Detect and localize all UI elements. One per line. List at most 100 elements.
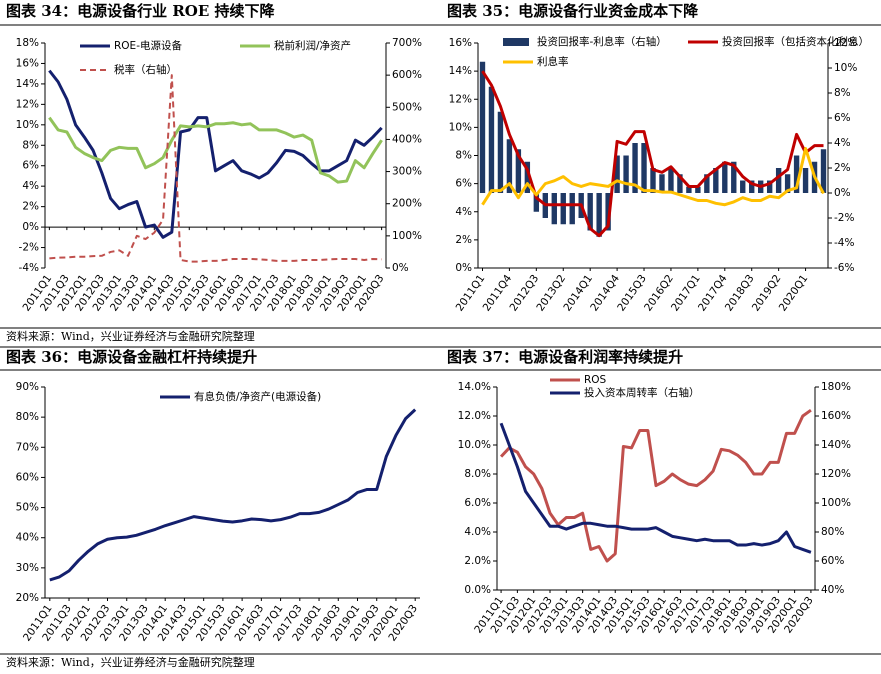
bar <box>793 155 800 193</box>
bar <box>650 168 656 193</box>
y-tick-label: 12.0% <box>458 410 491 422</box>
bar <box>749 180 755 193</box>
bar <box>488 86 495 193</box>
y2-tick-label: 60% <box>821 555 844 567</box>
y2-tick-label: 300% <box>392 166 422 178</box>
y-tick-label: 10% <box>449 121 472 133</box>
chart-title: 图表 36：电源设备金融杠杆持续提升 <box>6 348 257 366</box>
bar <box>524 161 531 193</box>
bar <box>497 111 504 193</box>
y-tick-label: 40% <box>16 532 39 544</box>
y-tick-label: 10% <box>16 119 39 131</box>
y-tick-label: 50% <box>16 502 39 514</box>
y-tick-label: 20% <box>16 592 39 604</box>
y-tick-label: 10.0% <box>458 439 491 451</box>
y-tick-label: 6% <box>455 178 472 190</box>
y2-tick-label: 180% <box>821 381 851 393</box>
y2-tick-label: 100% <box>821 497 851 509</box>
bar <box>722 161 728 193</box>
bar <box>713 168 719 193</box>
y-tick-label: 18% <box>16 37 39 49</box>
y2-tick-label: 120% <box>821 468 851 480</box>
line-series <box>48 116 383 184</box>
y2-tick-label: 0% <box>834 187 851 199</box>
y2-tick-label: 12% <box>834 37 857 49</box>
line-series <box>49 408 417 582</box>
legend-label: ROS <box>584 374 607 386</box>
y-tick-label: 6.0% <box>464 497 491 509</box>
y-tick-label: 4.0% <box>464 526 491 538</box>
bar <box>623 155 629 193</box>
y-tick-label: 4% <box>22 180 39 192</box>
y2-tick-label: 200% <box>392 198 422 210</box>
bar <box>641 143 647 193</box>
y2-tick-label: 10% <box>834 62 857 74</box>
y-tick-label: 14.0% <box>458 381 491 393</box>
legend-swatch <box>503 38 529 46</box>
legend-label: 税率（右轴） <box>114 63 177 76</box>
y-tick-label: 0% <box>22 221 39 233</box>
legend-label: 投资回报率-利息率（右轴） <box>537 35 667 48</box>
y2-tick-label: 8% <box>834 87 851 99</box>
y-tick-label: 30% <box>16 562 39 574</box>
bar <box>614 155 620 193</box>
y2-tick-label: -6% <box>834 262 854 274</box>
y2-tick-label: 80% <box>821 526 844 538</box>
bar <box>695 186 701 193</box>
legend-label: 投资回报率（包括资本化利息） <box>722 35 869 48</box>
bar <box>551 193 557 225</box>
y2-tick-label: 140% <box>821 439 851 451</box>
chart-title: 图表 35：电源设备行业资金成本下降 <box>447 2 699 20</box>
y2-tick-label: 2% <box>834 162 851 174</box>
legend-label: 有息负债/净资产(电源设备) <box>194 390 321 403</box>
bar <box>587 193 593 231</box>
y-tick-label: -4% <box>19 262 39 274</box>
y2-tick-label: 40% <box>821 584 844 596</box>
y-tick-label: 2.0% <box>464 555 491 567</box>
bar <box>569 193 575 225</box>
bar <box>632 143 638 193</box>
y-tick-label: 14% <box>449 65 472 77</box>
bar <box>560 193 566 225</box>
y-tick-label: 60% <box>16 471 39 483</box>
bar <box>677 174 683 193</box>
y2-tick-label: 6% <box>834 112 851 124</box>
y-tick-label: -2% <box>19 242 39 254</box>
y-tick-label: 8% <box>22 139 39 151</box>
chart-title: 图表 34：电源设备行业 ROE 持续下降 <box>6 2 276 20</box>
y2-tick-label: 600% <box>392 69 422 81</box>
y-tick-label: 70% <box>16 441 39 453</box>
legend-label: 税前利润/净资产 <box>274 39 351 52</box>
line-series <box>499 408 812 563</box>
source: 资料来源：Wind，兴业证券经济与金融研究院整理 <box>6 329 255 343</box>
y-tick-label: 0.0% <box>464 584 491 596</box>
y-tick-label: 4% <box>455 206 472 218</box>
source: 资料来源：Wind，兴业证券经济与金融研究院整理 <box>6 655 255 669</box>
line-series <box>48 69 383 239</box>
bar <box>731 161 737 193</box>
y-tick-label: 0% <box>455 262 472 274</box>
bar <box>668 168 674 193</box>
y2-tick-label: 400% <box>392 133 422 145</box>
bar <box>740 180 746 193</box>
legend-label: 投入资本周转率（右轴） <box>584 386 700 399</box>
bar <box>506 139 513 193</box>
y-tick-label: 90% <box>16 381 39 393</box>
y-tick-label: 16% <box>449 37 472 49</box>
bar <box>515 149 522 193</box>
y-tick-label: 8% <box>455 150 472 162</box>
y-tick-label: 8.0% <box>464 468 491 480</box>
bar <box>686 186 692 193</box>
y-tick-label: 14% <box>16 78 39 90</box>
bar <box>802 168 809 193</box>
y2-tick-label: 160% <box>821 410 851 422</box>
line-series <box>499 422 812 554</box>
bar <box>820 149 827 193</box>
line-series <box>481 70 824 238</box>
y-tick-label: 12% <box>16 98 39 110</box>
y2-tick-label: 4% <box>834 137 851 149</box>
y-tick-label: 2% <box>22 201 39 213</box>
y2-tick-label: -2% <box>834 212 854 224</box>
y-tick-label: 6% <box>22 160 39 172</box>
